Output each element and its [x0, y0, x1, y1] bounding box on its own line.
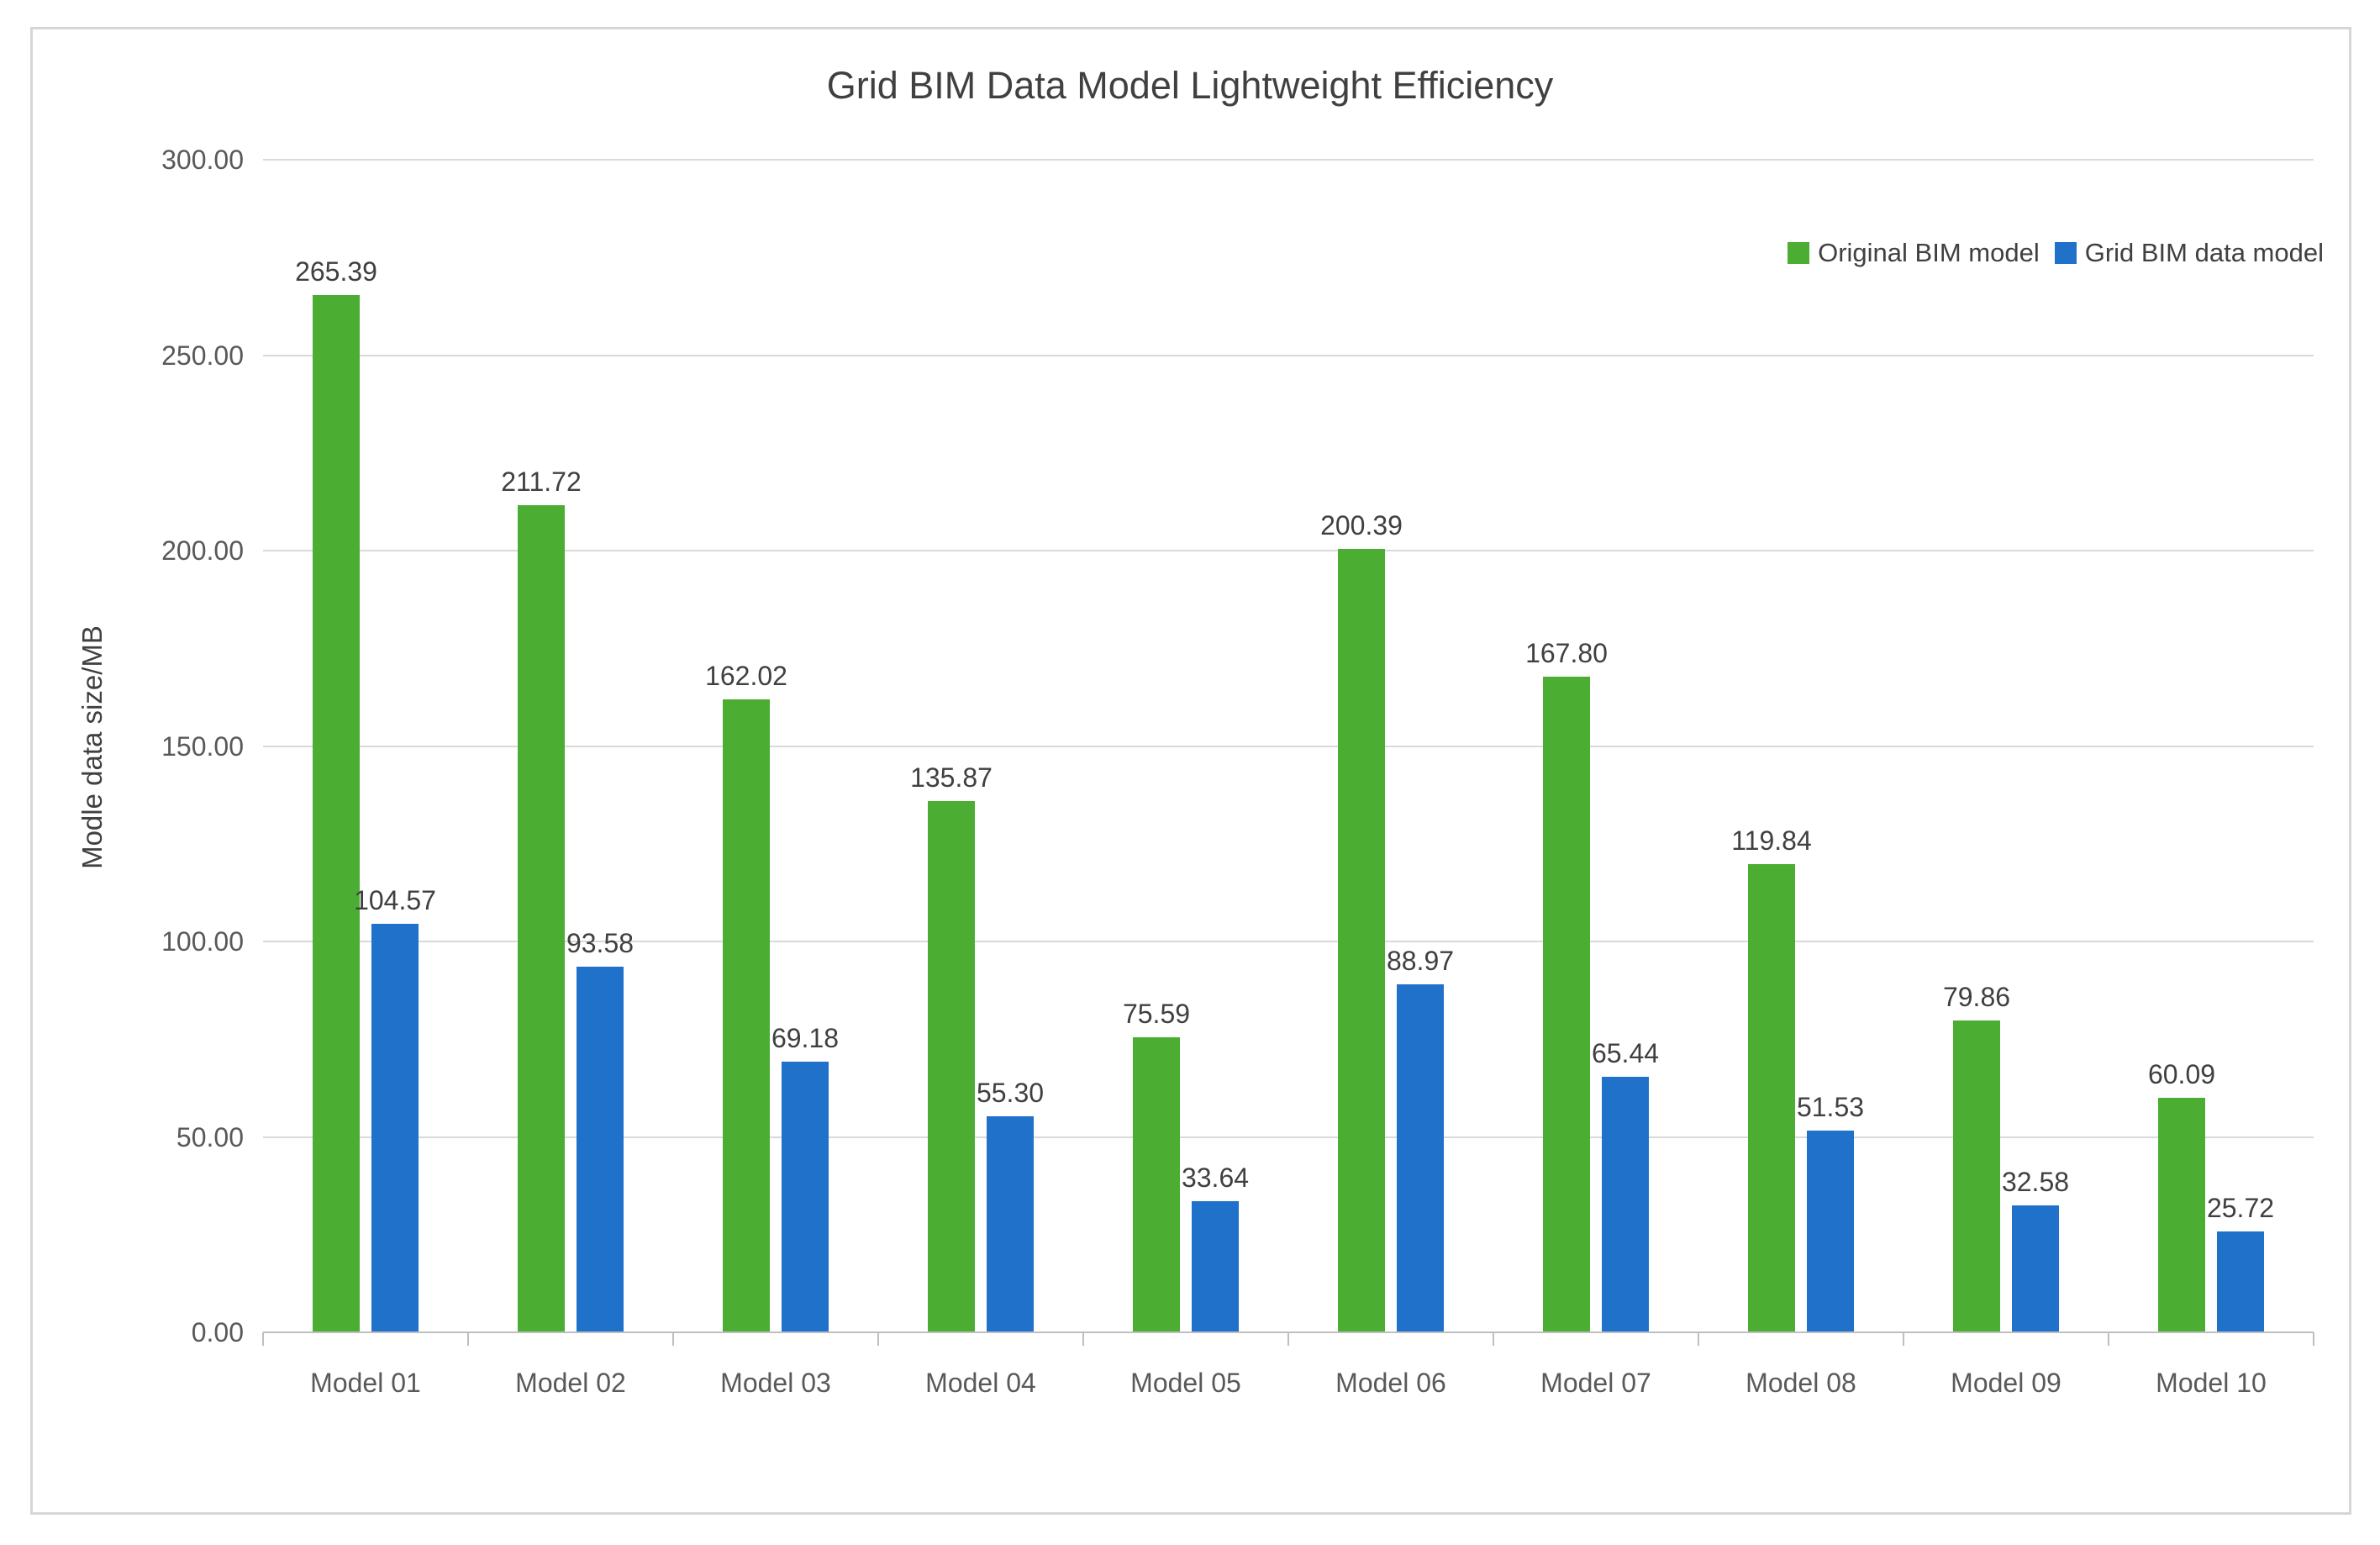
bar-value-label: 69.18 [771, 1023, 840, 1054]
bar-value-label: 55.30 [976, 1077, 1045, 1108]
y-gridline [263, 941, 2314, 942]
bar [2012, 1205, 2059, 1332]
x-axis-tick [467, 1332, 469, 1346]
bar [371, 923, 419, 1332]
bar-value-label: 119.84 [1731, 825, 1812, 856]
y-gridline [263, 1136, 2314, 1138]
bar [577, 966, 624, 1332]
x-axis-category-label: Model 02 [515, 1368, 626, 1398]
bar [1602, 1076, 1649, 1332]
legend: Original BIM model Grid BIM data model [1788, 238, 2324, 268]
legend-label: Grid BIM data model [2084, 238, 2324, 267]
y-axis-tick-label: 250.00 [161, 340, 244, 371]
bar-value-label: 104.57 [354, 884, 436, 915]
bar [1192, 1200, 1239, 1332]
x-axis-category-label: Model 05 [1130, 1368, 1241, 1398]
x-axis-category-label: Model 03 [720, 1368, 831, 1398]
y-gridline [263, 159, 2314, 161]
x-axis-tick [1493, 1332, 1494, 1346]
bar [1397, 984, 1444, 1332]
x-axis-tick [1698, 1332, 1699, 1346]
bar-value-label: 162.02 [705, 660, 787, 691]
x-axis-tick [1287, 1332, 1289, 1346]
x-axis-category-label: Model 09 [1951, 1368, 2061, 1398]
bar [1543, 676, 1590, 1332]
y-gridline [263, 745, 2314, 747]
bar [2158, 1097, 2205, 1332]
bar-value-label: 200.39 [1320, 510, 1403, 541]
bar-value-label: 60.09 [2147, 1058, 2216, 1089]
x-axis-category-label: Model 01 [310, 1368, 421, 1398]
bar [987, 1115, 1034, 1332]
x-axis-category-label: Model 07 [1540, 1368, 1651, 1398]
bar-value-label: 135.87 [910, 762, 993, 794]
chart-title: Grid BIM Data Model Lightweight Efficien… [826, 64, 1554, 107]
bar [313, 294, 360, 1332]
legend-item: Original BIM model [1788, 238, 2040, 268]
y-gridline [263, 354, 2314, 356]
x-axis-category-label: Model 06 [1335, 1368, 1446, 1398]
bar [1953, 1020, 2000, 1332]
bar [1748, 863, 1795, 1332]
x-axis-tick [1903, 1332, 1904, 1346]
bar [1807, 1131, 1854, 1332]
x-axis-tick [1082, 1332, 1084, 1346]
bar-value-label: 93.58 [566, 927, 634, 958]
bar [518, 504, 565, 1332]
bar [928, 801, 975, 1332]
bar-value-label: 32.58 [2001, 1166, 2070, 1197]
x-axis-category-label: Model 10 [2156, 1368, 2267, 1398]
y-axis-tick-label: 0.00 [191, 1317, 244, 1347]
y-axis-tick-label: 100.00 [161, 926, 244, 957]
x-axis-category-label: Model 08 [1746, 1368, 1856, 1398]
y-gridline [263, 550, 2314, 551]
x-axis-tick [262, 1332, 264, 1346]
x-axis-tick [877, 1332, 879, 1346]
legend-item: Grid BIM data model [2054, 238, 2324, 268]
bar-value-label: 75.59 [1122, 998, 1191, 1029]
bar-value-label: 265.39 [295, 256, 377, 287]
bar [1133, 1036, 1180, 1332]
bar-value-label: 211.72 [501, 466, 582, 497]
x-axis-category-label: Model 04 [925, 1368, 1036, 1398]
bar-value-label: 65.44 [1591, 1037, 1660, 1068]
bar-value-label: 88.97 [1386, 946, 1455, 977]
y-axis-tick-label: 150.00 [161, 730, 244, 762]
x-axis-tick [672, 1332, 674, 1346]
bar-value-label: 79.86 [1942, 981, 2011, 1012]
bar [723, 699, 770, 1332]
bar-value-label: 33.64 [1181, 1162, 1250, 1193]
bar [2217, 1231, 2264, 1332]
bar-value-label: 25.72 [2206, 1193, 2275, 1224]
legend-swatch-icon [2054, 242, 2077, 264]
legend-swatch-icon [1788, 242, 1810, 264]
bar [782, 1062, 829, 1332]
y-axis-tick-label: 200.00 [161, 535, 244, 566]
x-axis-tick [2108, 1332, 2109, 1346]
y-axis-tick-label: 300.00 [161, 145, 244, 175]
bar [1338, 549, 1385, 1332]
legend-label: Original BIM model [1818, 238, 2040, 267]
y-axis-tick-label: 50.00 [176, 1121, 244, 1152]
bar-value-label: 51.53 [1796, 1092, 1865, 1123]
x-axis-tick [2313, 1332, 2314, 1346]
bar-value-label: 167.80 [1525, 637, 1608, 668]
